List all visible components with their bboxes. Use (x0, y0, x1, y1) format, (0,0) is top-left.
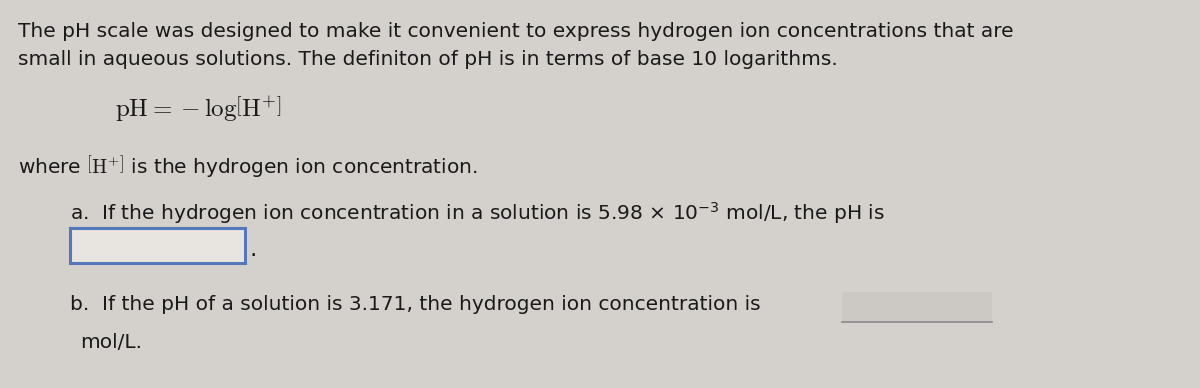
Text: .: . (250, 237, 257, 260)
FancyBboxPatch shape (842, 292, 992, 322)
Text: a.  If the hydrogen ion concentration in a solution is 5.98 $\times$ 10$^{-3}$ m: a. If the hydrogen ion concentration in … (70, 200, 884, 226)
Text: The pH scale was designed to make it convenient to express hydrogen ion concentr: The pH scale was designed to make it con… (18, 22, 1014, 41)
FancyBboxPatch shape (70, 228, 245, 263)
Text: small in aqueous solutions. The definiton of pH is in terms of base 10 logarithm: small in aqueous solutions. The definito… (18, 50, 838, 69)
Text: where $\left[\mathrm{H}^{+}\right]$ is the hydrogen ion concentration.: where $\left[\mathrm{H}^{+}\right]$ is t… (18, 153, 478, 179)
Text: mol/L.: mol/L. (80, 333, 142, 352)
Text: b.  If the pH of a solution is 3.171, the hydrogen ion concentration is: b. If the pH of a solution is 3.171, the… (70, 295, 761, 314)
Text: $\mathrm{pH} = -\log\!\left[\mathrm{H}^{+}\right]$: $\mathrm{pH} = -\log\!\left[\mathrm{H}^{… (115, 95, 282, 124)
